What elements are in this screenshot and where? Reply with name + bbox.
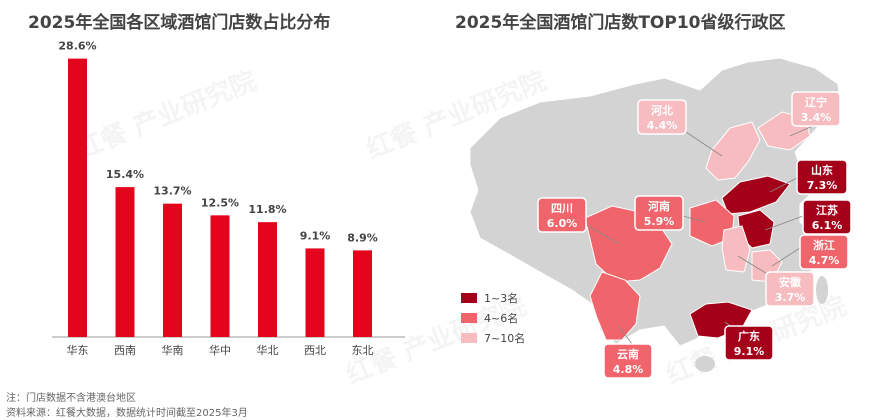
province-henan bbox=[689, 199, 735, 247]
legend-swatch-tier1 bbox=[461, 293, 477, 303]
category-label-西南: 西南 bbox=[114, 344, 136, 357]
svg-text:河北: 河北 bbox=[651, 103, 673, 117]
svg-text:3.4%: 3.4% bbox=[801, 111, 832, 124]
svg-text:辽宁: 辽宁 bbox=[805, 95, 827, 109]
callout-anhui: 安徽 3.7% bbox=[765, 271, 815, 307]
callout-jiangsu: 江苏 6.1% bbox=[802, 199, 852, 235]
bar-华东 bbox=[68, 58, 87, 337]
svg-text:4.7%: 4.7% bbox=[809, 254, 840, 267]
svg-text:3.7%: 3.7% bbox=[775, 291, 806, 304]
province-anhui bbox=[721, 225, 751, 273]
data-source: 资料来源：红餐大数据，数据统计时间截至2025年3月 bbox=[6, 408, 248, 419]
callout-shandong: 山东 7.3% bbox=[796, 159, 848, 195]
map-chart-title: 2025年全国酒馆门店数TOP10省级行政区 bbox=[455, 13, 786, 33]
svg-text:6.0%: 6.0% bbox=[547, 217, 578, 230]
bar-西南 bbox=[115, 187, 135, 337]
svg-text:云南: 云南 bbox=[617, 347, 639, 361]
bar-chart-title: 2025年全国各区域酒馆门店数占比分布 bbox=[28, 13, 331, 33]
callout-hebei: 河北 4.4% bbox=[637, 99, 687, 135]
svg-text:7.3%: 7.3% bbox=[807, 179, 838, 192]
legend-label-tier2: 4~6名 bbox=[484, 311, 518, 325]
legend-label-tier1: 1~3名 bbox=[484, 291, 518, 305]
bar-华中 bbox=[210, 215, 230, 337]
callout-liaoning: 辽宁 3.4% bbox=[791, 91, 841, 127]
legend-label-tier3: 7~10名 bbox=[484, 331, 525, 345]
bar-西北 bbox=[305, 248, 325, 337]
svg-text:安徽: 安徽 bbox=[779, 275, 802, 289]
province-jiangsu bbox=[737, 209, 775, 249]
svg-text:5.9%: 5.9% bbox=[644, 215, 675, 228]
category-label-华中: 华中 bbox=[209, 343, 231, 357]
callout-yunnan: 云南 4.8% bbox=[603, 343, 653, 379]
province-yunnan bbox=[589, 271, 641, 341]
category-label-西北: 西北 bbox=[304, 344, 326, 357]
category-label-华东: 华东 bbox=[67, 343, 89, 357]
province-hebei bbox=[705, 121, 761, 181]
category-label-华南: 华南 bbox=[162, 343, 184, 357]
hainan-island bbox=[695, 356, 715, 372]
value-label-东北: 8.9% bbox=[347, 231, 378, 244]
footnote: 注：门店数据不含港澳台地区 bbox=[6, 393, 136, 404]
svg-text:山东: 山东 bbox=[811, 163, 833, 177]
value-label-华北: 11.8% bbox=[248, 203, 286, 216]
province-guangdong bbox=[689, 301, 753, 339]
bar-东北 bbox=[353, 250, 372, 337]
value-label-华南: 13.7% bbox=[153, 185, 191, 198]
value-label-华东: 28.6% bbox=[58, 40, 96, 53]
category-label-东北: 东北 bbox=[352, 344, 374, 357]
category-label-华北: 华北 bbox=[257, 343, 279, 357]
callout-henan: 河南 5.9% bbox=[634, 195, 684, 231]
province-sichuan bbox=[584, 205, 673, 283]
value-label-西北: 9.1% bbox=[300, 229, 331, 242]
china-map-base bbox=[469, 57, 841, 347]
svg-text:江苏: 江苏 bbox=[816, 203, 838, 217]
province-zhejiang bbox=[751, 249, 783, 283]
bar-华北 bbox=[258, 222, 277, 337]
value-label-西南: 15.4% bbox=[106, 168, 144, 181]
watermark: 红餐 产业研究院 bbox=[660, 286, 851, 392]
province-liaoning bbox=[757, 111, 811, 151]
bar-chart: 28.6% 华东 15.4% 西南 13.7% 华南 12.5% 华中 11.8% 华北 9.1% 西… bbox=[52, 40, 405, 357]
province-shandong bbox=[721, 175, 791, 215]
svg-text:河南: 河南 bbox=[648, 199, 670, 213]
value-label-华中: 12.5% bbox=[201, 196, 239, 209]
taiwan-island bbox=[816, 276, 828, 304]
callout-sichuan: 四川 6.0% bbox=[537, 197, 587, 233]
callout-guangdong: 广东 9.1% bbox=[724, 325, 774, 361]
legend-swatch-tier2 bbox=[461, 313, 477, 323]
svg-text:广东: 广东 bbox=[738, 329, 760, 343]
svg-text:4.8%: 4.8% bbox=[613, 363, 644, 376]
callout-zhejiang: 浙江 4.7% bbox=[799, 234, 849, 270]
svg-text:四川: 四川 bbox=[551, 202, 573, 215]
bar-华南 bbox=[163, 203, 182, 337]
svg-text:4.4%: 4.4% bbox=[647, 119, 678, 132]
leader-lines bbox=[585, 124, 816, 355]
svg-text:浙江: 浙江 bbox=[813, 238, 835, 252]
legend-swatch-tier3 bbox=[461, 333, 477, 343]
svg-text:9.1%: 9.1% bbox=[734, 345, 765, 358]
svg-text:6.1%: 6.1% bbox=[812, 219, 843, 232]
